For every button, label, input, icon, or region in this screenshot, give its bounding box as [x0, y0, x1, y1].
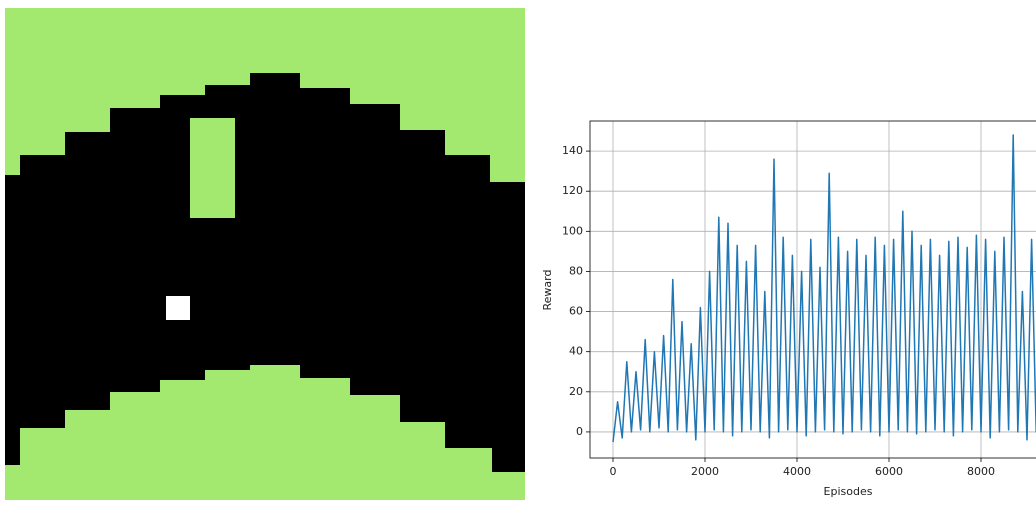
- plot-area: [590, 121, 1036, 458]
- x-axis-label: Episodes: [824, 485, 873, 498]
- y-tick-label: 140: [562, 144, 583, 157]
- x-tick-label: 8000: [967, 465, 995, 478]
- paddle: [190, 118, 235, 218]
- y-tick-label: 120: [562, 184, 583, 197]
- tunnel: [5, 73, 525, 472]
- y-tick-label: 20: [569, 385, 583, 398]
- x-tick-label: 4000: [783, 465, 811, 478]
- plot-frame: [589, 120, 1036, 459]
- y-tick-label: 40: [569, 345, 583, 358]
- x-tick-label: 0: [610, 465, 617, 478]
- chart: Episodes Reward: [541, 270, 873, 498]
- x-tick-label: 6000: [875, 465, 903, 478]
- reward-line: [612, 134, 1036, 443]
- game-frame: [5, 8, 525, 500]
- ball: [166, 296, 190, 320]
- y-tick-label: 0: [576, 425, 583, 438]
- x-tick-label: 2000: [691, 465, 719, 478]
- y-axis-label: Reward: [541, 270, 554, 311]
- y-tick-label: 60: [569, 305, 583, 318]
- y-tick-label: 80: [569, 264, 583, 277]
- y-tick-label: 100: [562, 224, 583, 237]
